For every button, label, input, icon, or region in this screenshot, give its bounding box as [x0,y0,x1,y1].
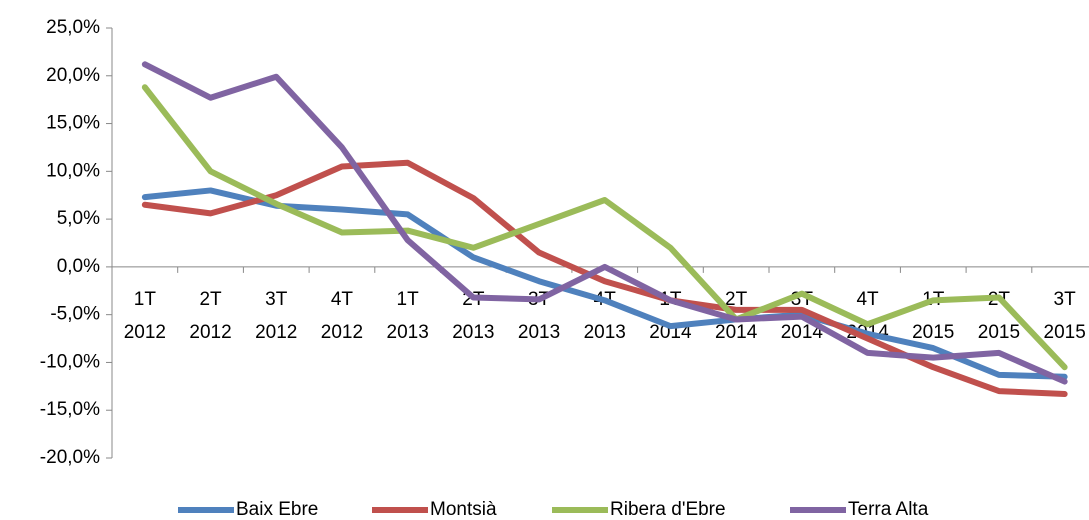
x-tick-label-line: 1T [134,289,157,310]
legend-label: Ribera d'Ebre [610,499,726,520]
x-tick-label-line: 2014 [781,322,824,343]
y-tick-label: -20,0% [40,447,100,468]
x-tick-label-line: 2013 [387,322,429,343]
x-tick-label-line: 2012 [189,322,231,343]
x-tick-label: 2T 2012 [189,289,231,343]
x-tick-label-line: 4T [331,289,354,310]
x-tick-label: 3T 2015 [1044,289,1086,343]
x-tick-label-line: 2T [199,289,222,310]
x-tick-label-line: 2013 [584,322,626,343]
y-tick-label: -15,0% [40,399,100,420]
y-tick-label: 15,0% [46,113,100,134]
y-tick-label: -5,0% [50,304,100,325]
x-tick-label-line: 2012 [321,322,363,343]
x-tick-label-line: 1T [397,289,420,310]
y-tick-label: 5,0% [57,208,100,229]
legend-label: Montsià [430,499,497,520]
y-tick-label: 10,0% [46,160,100,181]
x-tick-label-line: 2013 [452,322,494,343]
x-tick-label-line: 3T [265,289,288,310]
x-tick-label: 2T 2014 [715,289,758,343]
x-tick-label: 1T 2012 [124,289,166,343]
y-tick-label: 0,0% [57,256,100,277]
x-tick-label: 1T 2013 [387,289,429,343]
x-tick-label: 3T 2012 [255,289,297,343]
legend-label: Baix Ebre [236,499,318,520]
legend-label: Terra Alta [848,499,929,520]
x-tick-label-line: 2015 [1044,322,1086,343]
x-tick-label-line: 2014 [715,322,758,343]
series-line [141,61,1068,385]
y-tick-label: -10,0% [40,351,100,372]
series-line [141,84,1068,371]
x-tick-label-line: 2013 [518,322,560,343]
x-tick-label-line: 2015 [978,322,1020,343]
series-line [141,187,1068,380]
x-tick-label-line: 2015 [912,322,954,343]
x-tick-label-line: 2T [725,289,748,310]
y-tick-label: 20,0% [46,65,100,86]
x-tick-label-line: 2012 [255,322,297,343]
y-tick-label: 25,0% [46,17,100,38]
x-tick-label: 4T 2012 [321,289,363,343]
x-tick-label-line: 3T [1054,289,1077,310]
x-tick-label-line: 4T [856,289,879,310]
x-tick-label-line: 2012 [124,322,166,343]
